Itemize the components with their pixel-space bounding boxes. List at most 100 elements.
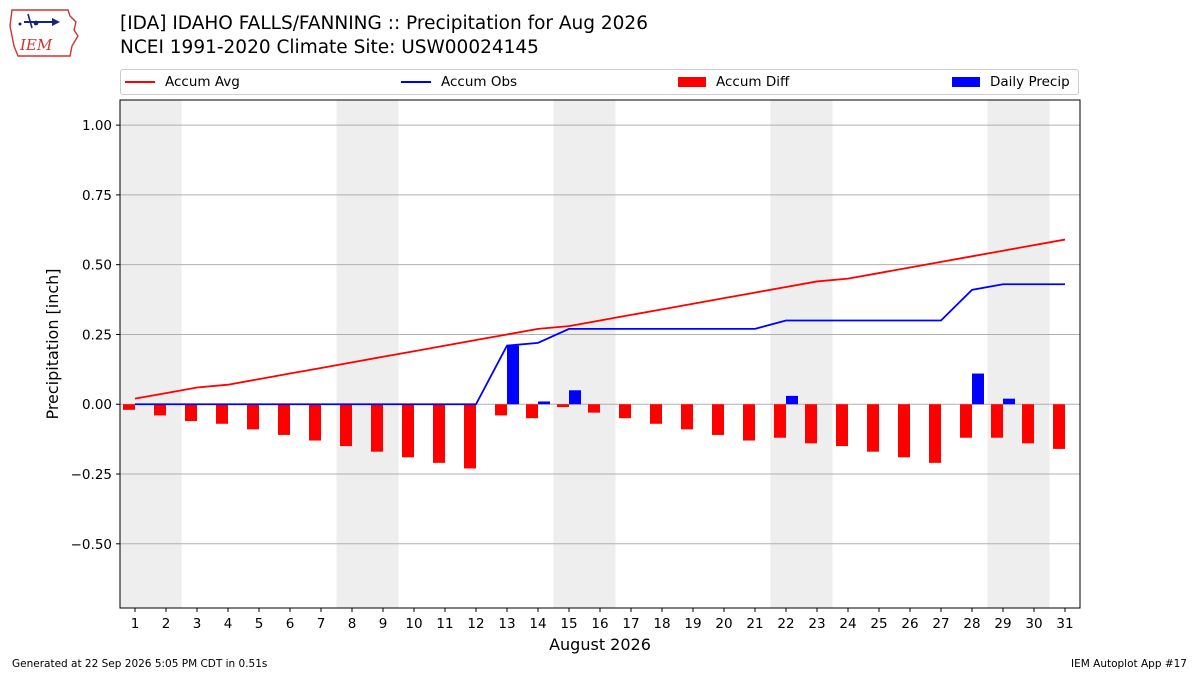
x-tick-label: 24 <box>839 616 856 632</box>
accum-diff-bar <box>154 404 166 416</box>
accum-diff-bar <box>650 404 662 424</box>
x-tick-label: 28 <box>963 616 980 632</box>
weekend-shade <box>770 100 833 608</box>
x-tick-label: 20 <box>715 616 732 632</box>
x-tick-label: 27 <box>932 616 949 632</box>
accum-diff-bar <box>1022 404 1034 444</box>
legend-label-daily-precip: Daily Precip <box>990 74 1070 90</box>
x-tick-label: 22 <box>777 616 794 632</box>
legend-item-accum-avg: Accum Avg <box>125 70 240 94</box>
weekend-shade <box>987 100 1050 608</box>
y-tick-label: −0.50 <box>71 537 112 553</box>
x-tick-label: 12 <box>467 616 484 632</box>
x-tick-label: 8 <box>348 616 357 632</box>
y-axis-label: Precipitation [inch] <box>43 268 62 419</box>
accum-diff-bar <box>836 404 848 447</box>
accum-diff-bar <box>216 404 228 424</box>
accum-diff-bar <box>340 404 352 447</box>
app-note: IEM Autoplot App #17 <box>1071 658 1187 670</box>
x-tick-label: 23 <box>808 616 825 632</box>
accum-diff-bar <box>371 404 383 452</box>
legend-label-accum-avg: Accum Avg <box>165 74 240 90</box>
accum-diff-swatch <box>678 77 706 87</box>
x-tick-label: 4 <box>224 616 233 632</box>
accum-diff-bar <box>774 404 786 438</box>
x-tick-label: 3 <box>193 616 202 632</box>
accum-avg-swatch <box>125 81 155 83</box>
x-tick-label: 26 <box>901 616 918 632</box>
accum-diff-bar <box>805 404 817 444</box>
legend-item-accum-diff: Accum Diff <box>678 70 789 94</box>
daily-precip-bar <box>786 395 798 405</box>
x-tick-label: 17 <box>622 616 639 632</box>
daily-precip-bar <box>569 390 581 405</box>
x-axis-label: August 2026 <box>549 635 651 654</box>
accum-diff-bar <box>123 404 135 410</box>
daily-precip-swatch <box>952 77 980 87</box>
accum-diff-bar <box>309 404 321 441</box>
y-tick-label: 0.00 <box>82 397 112 413</box>
accum-diff-bar <box>247 404 259 430</box>
x-tick-label: 30 <box>1025 616 1042 632</box>
accum-diff-bar <box>278 404 290 435</box>
generated-note: Generated at 22 Sep 2026 5:05 PM CDT in … <box>12 658 268 670</box>
y-tick-label: −0.25 <box>71 467 112 483</box>
legend-label-accum-diff: Accum Diff <box>716 74 790 90</box>
iowa-outline-icon <box>9 9 79 57</box>
accum-diff-bar <box>433 404 445 463</box>
x-tick-label: 15 <box>560 616 577 632</box>
y-tick-label: 0.25 <box>82 327 112 343</box>
accum-diff-bar <box>712 404 724 435</box>
weekend-shade <box>553 100 616 608</box>
y-tick-label: 0.75 <box>82 188 112 204</box>
daily-precip-bar <box>538 401 550 405</box>
daily-precip-bar <box>972 373 984 405</box>
x-tick-label: 31 <box>1056 616 1073 632</box>
legend-label-accum-obs: Accum Obs <box>441 74 518 90</box>
y-tick-label: 1.00 <box>82 118 112 134</box>
y-tick-label: 0.50 <box>82 258 112 274</box>
accum-obs-line <box>135 283 1065 406</box>
iem-logo: IEM <box>9 9 79 57</box>
daily-precip-bar <box>1003 398 1015 405</box>
x-tick-label: 29 <box>994 616 1011 632</box>
accum-diff-bar <box>991 404 1003 438</box>
title-line-1: [IDA] IDAHO FALLS/FANNING :: Precipitati… <box>120 13 648 34</box>
chart-title: [IDA] IDAHO FALLS/FANNING :: Precipitati… <box>120 12 648 60</box>
accum-diff-bar <box>960 404 972 438</box>
legend-item-daily-precip: Daily Precip <box>952 70 1070 94</box>
title-line-2: NCEI 1991-2020 Climate Site: USW00024145 <box>120 37 539 58</box>
x-tick-label: 21 <box>746 616 763 632</box>
x-tick-label: 10 <box>405 616 422 632</box>
x-tick-label: 19 <box>684 616 701 632</box>
accum-diff-bar <box>743 404 755 441</box>
accum-diff-bar <box>464 404 476 469</box>
x-tick-label: 14 <box>529 616 546 632</box>
daily-precip-bar <box>507 345 519 405</box>
x-tick-label: 1 <box>131 616 140 632</box>
x-tick-label: 6 <box>286 616 295 632</box>
accum-obs-swatch <box>401 81 431 83</box>
accum-avg-line <box>134 238 1066 400</box>
x-tick-label: 18 <box>653 616 670 632</box>
x-tick-label: 25 <box>870 616 887 632</box>
accum-diff-bar <box>588 404 600 413</box>
accum-diff-bar <box>681 404 693 430</box>
x-tick-label: 13 <box>498 616 515 632</box>
x-tick-label: 5 <box>255 616 264 632</box>
weekend-shade <box>336 100 399 608</box>
x-tick-label: 7 <box>317 616 326 632</box>
accum-diff-bar <box>402 404 414 458</box>
accum-diff-bar <box>619 404 631 419</box>
accum-diff-bar <box>898 404 910 458</box>
legend-item-accum-obs: Accum Obs <box>401 70 517 94</box>
accum-diff-bar <box>526 404 538 419</box>
accum-diff-bar <box>185 404 197 421</box>
accum-diff-bar <box>1053 404 1065 449</box>
accum-diff-bar <box>557 404 569 408</box>
x-tick-label: 2 <box>162 616 171 632</box>
weekend-shade <box>120 100 182 608</box>
accum-diff-bar <box>495 404 507 416</box>
accum-diff-bar <box>929 404 941 463</box>
